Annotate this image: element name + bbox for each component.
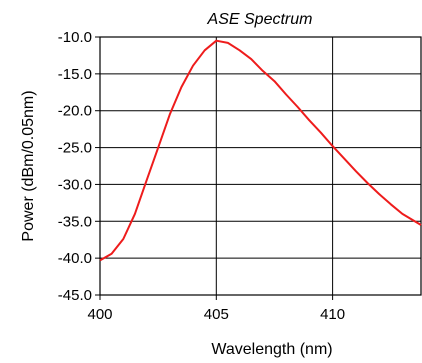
y-tick-label: -25.0: [58, 140, 92, 157]
y-tick-label: -45.0: [58, 287, 92, 304]
tick-labels: -10.0 -15.0 -20.0 -25.0 -30.0 -35.0 -40.0 -45.0…: [58, 29, 345, 323]
y-tick-label: -35.0: [58, 213, 92, 230]
x-tick-label: 410: [320, 306, 345, 323]
grid: [95, 36, 421, 300]
x-tick-label: 400: [87, 306, 112, 323]
plot-area-frame: [99, 36, 422, 296]
y-tick-label: -20.0: [58, 103, 92, 120]
x-tick-label: 405: [204, 306, 229, 323]
y-tick-label: -40.0: [58, 250, 92, 267]
series-layer: [99, 39, 422, 262]
y-tick-label: -30.0: [58, 176, 92, 193]
y-tick-label: -10.0: [58, 29, 92, 46]
series-line: [99, 39, 422, 262]
x-axis-title: Wavelength (nm): [211, 341, 332, 358]
y-axis-title: Power (dBm/0.05nm): [20, 90, 37, 241]
y-tick-label: -15.0: [58, 66, 92, 83]
chart-title: ASE Spectrum: [207, 11, 313, 28]
